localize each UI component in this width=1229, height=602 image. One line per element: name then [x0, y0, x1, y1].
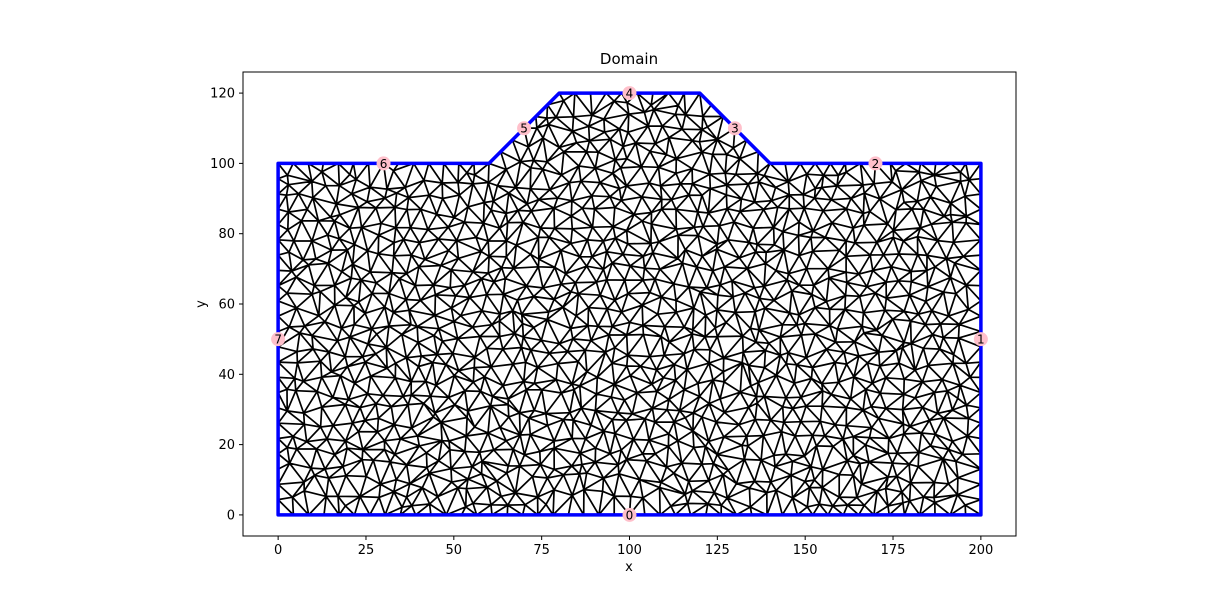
segment-marker-label: 1 — [977, 333, 985, 347]
x-tick-label: 50 — [446, 543, 463, 558]
y-tick-label: 60 — [218, 298, 235, 313]
x-tick-label: 0 — [274, 543, 282, 558]
y-tick-label: 20 — [218, 438, 235, 453]
x-tick-label: 175 — [881, 543, 906, 558]
segment-marker-dot — [727, 121, 742, 136]
x-axis-ticks: 0 25 50 75 100 125 150 175 200 — [274, 536, 993, 558]
segment-marker-dot — [271, 332, 286, 347]
x-tick-label: 75 — [533, 543, 550, 558]
x-axis-label: x — [625, 560, 633, 575]
segment-marker: 0 — [622, 507, 637, 522]
segment-marker-label: 5 — [520, 122, 528, 136]
y-tick-label: 80 — [218, 227, 235, 242]
segment-marker-label: 6 — [380, 157, 388, 171]
x-tick-label: 150 — [793, 543, 818, 558]
segment-marker: 5 — [517, 121, 532, 136]
x-tick-label: 125 — [705, 543, 730, 558]
segment-marker: 4 — [622, 86, 637, 101]
segment-marker: 7 — [271, 332, 286, 347]
segment-markers: 0 1 2 3 4 5 6 7 — [271, 86, 988, 522]
segment-marker-dot — [622, 507, 637, 522]
segment-marker-label: 0 — [626, 508, 634, 522]
segment-marker-label: 7 — [274, 333, 282, 347]
segment-marker: 1 — [973, 332, 988, 347]
segment-marker: 2 — [868, 156, 883, 171]
x-tick-label: 25 — [358, 543, 375, 558]
y-tick-label: 100 — [210, 157, 235, 172]
segment-marker-label: 3 — [731, 122, 739, 136]
x-tick-label: 100 — [617, 543, 642, 558]
segment-marker: 6 — [376, 156, 391, 171]
y-tick-label: 40 — [218, 368, 235, 383]
domain-boundary — [276, 91, 983, 517]
segment-marker-label: 2 — [872, 157, 880, 171]
y-tick-label: 0 — [227, 508, 235, 523]
segment-marker-label: 4 — [626, 87, 634, 101]
plot-title: Domain — [600, 50, 658, 68]
segment-marker-dot — [376, 156, 391, 171]
segment-marker-dot — [973, 332, 988, 347]
y-tick-label: 120 — [210, 87, 235, 102]
boundary-polygon — [276, 91, 983, 517]
segment-marker: 3 — [727, 121, 742, 136]
y-axis-label: y — [194, 300, 209, 308]
y-axis-ticks: 0 20 40 60 80 100 120 — [210, 87, 243, 523]
segment-marker-dot — [622, 86, 637, 101]
x-tick-label: 200 — [968, 543, 993, 558]
segment-marker-dot — [868, 156, 883, 171]
segment-marker-dot — [517, 121, 532, 136]
